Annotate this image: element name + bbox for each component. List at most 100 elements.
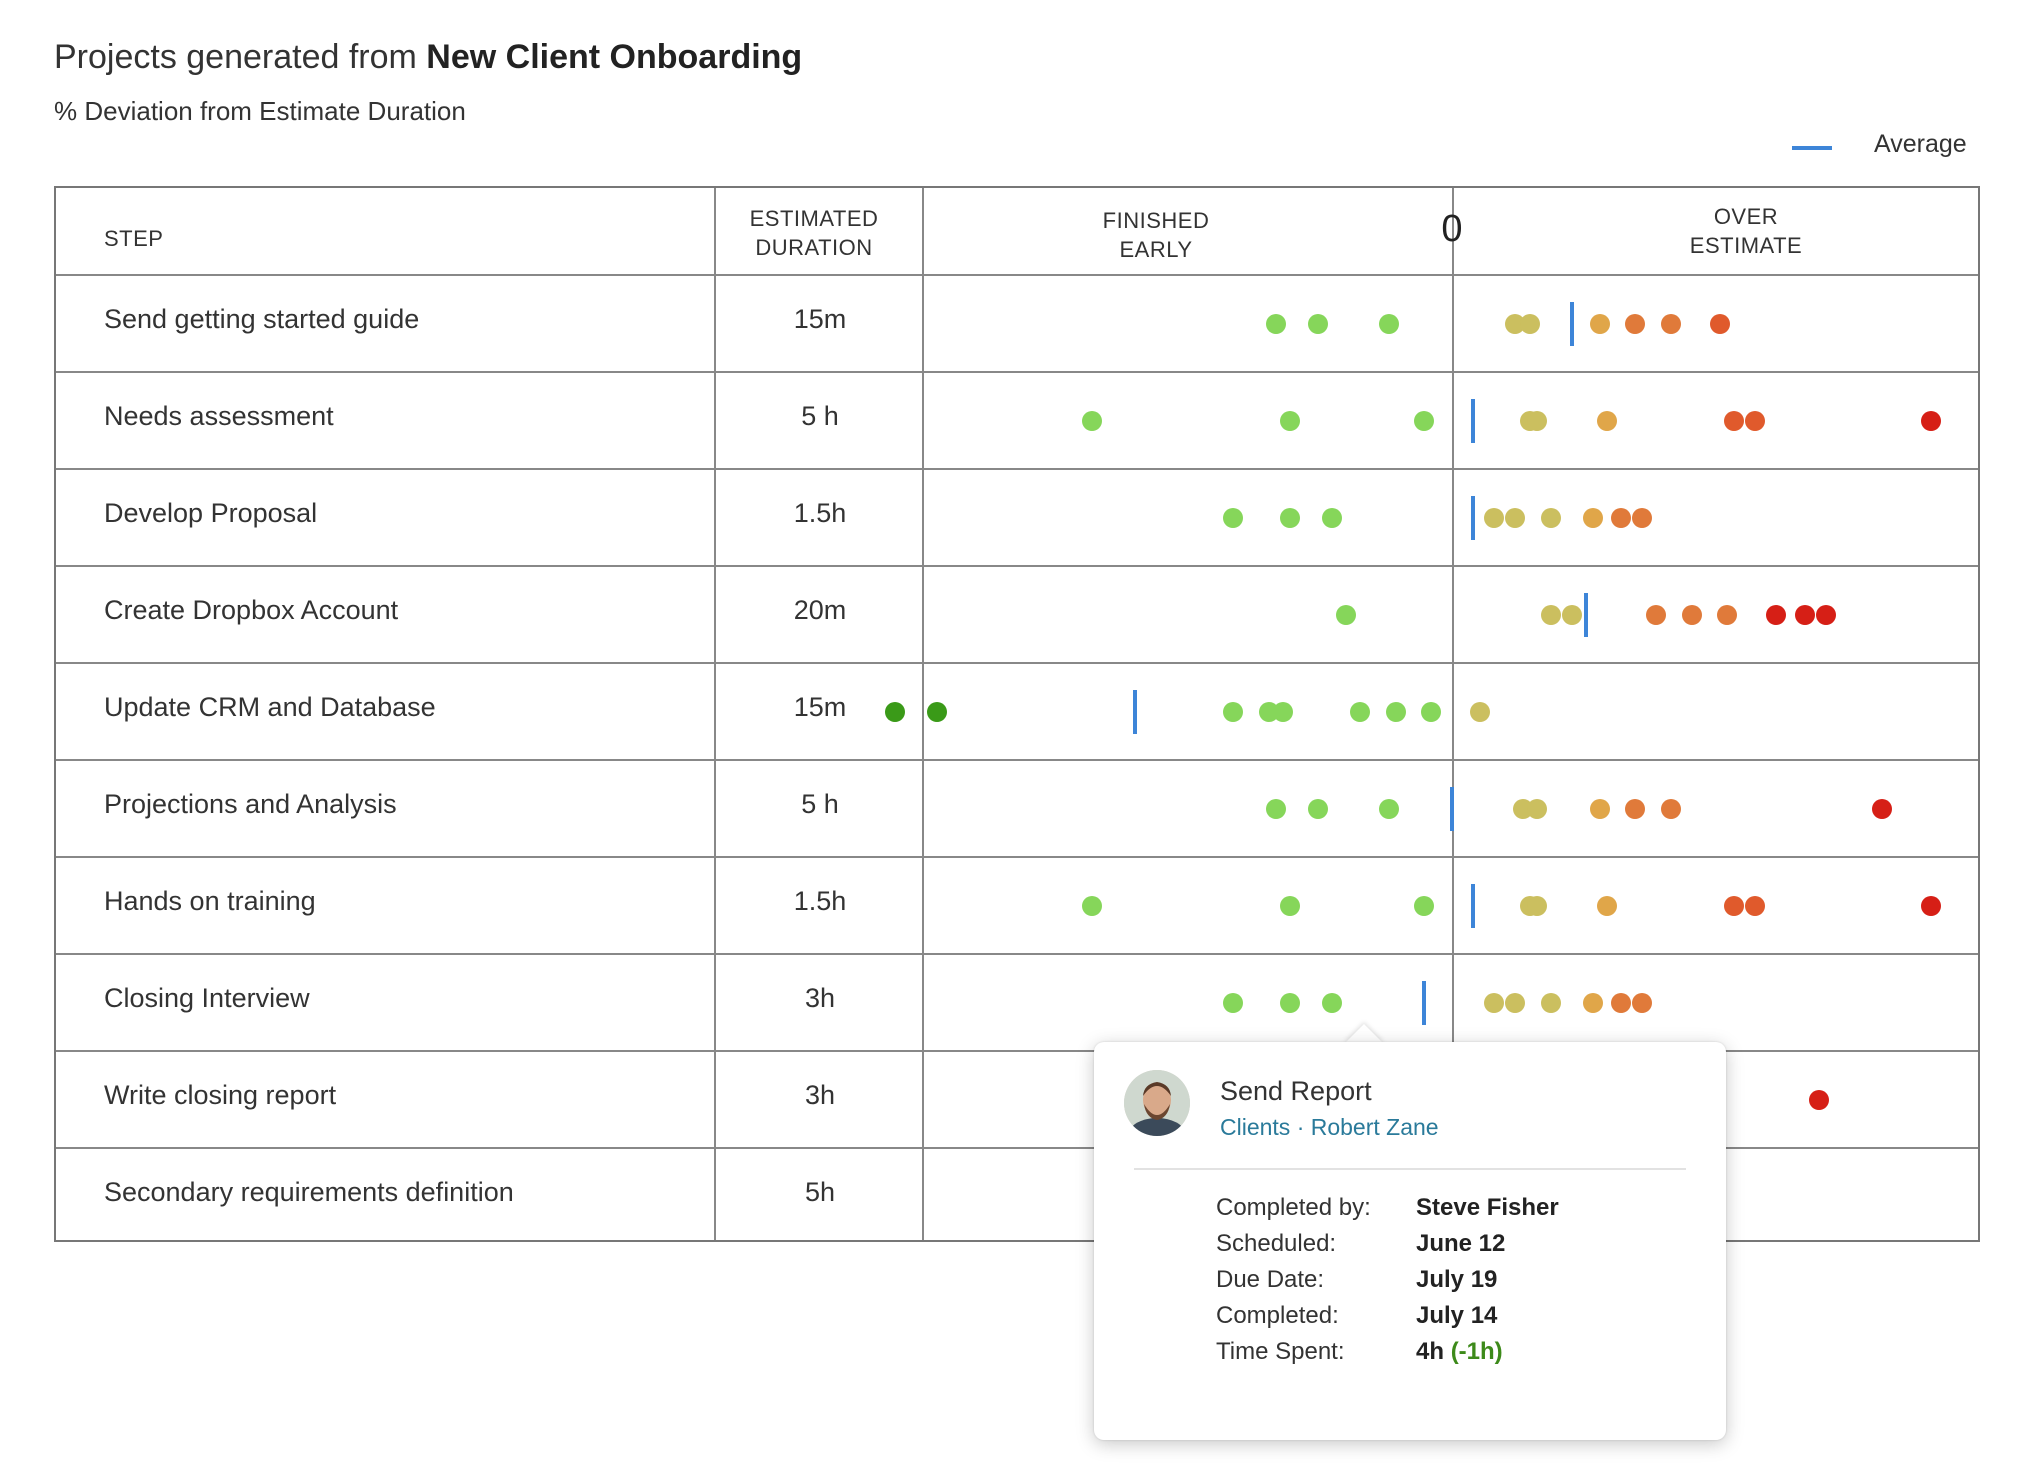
project-dot[interactable]: [1808, 1090, 1829, 1110]
table-row: Projections and Analysis 5 h: [56, 759, 1978, 856]
estimated-duration: 5 h: [801, 401, 839, 431]
project-dot[interactable]: [1350, 702, 1371, 722]
estimated-duration: 5 h: [801, 789, 839, 819]
step-label: Closing Interview: [104, 983, 310, 1013]
project-dot[interactable]: [1413, 896, 1434, 916]
project-dot[interactable]: [1590, 799, 1611, 819]
project-dot[interactable]: [1413, 411, 1434, 431]
project-dot[interactable]: [1597, 411, 1618, 431]
project-dot[interactable]: [1420, 702, 1441, 722]
row-divider: [56, 565, 1978, 567]
estimated-duration: 20m: [793, 595, 847, 625]
project-dot[interactable]: [1308, 314, 1329, 334]
table-row: Send getting started guide 15m: [56, 274, 1978, 371]
project-dot[interactable]: [1611, 993, 1632, 1013]
project-dot[interactable]: [1921, 411, 1942, 431]
project-dot[interactable]: [1625, 799, 1646, 819]
project-dot[interactable]: [1597, 896, 1618, 916]
project-dot[interactable]: [1590, 314, 1611, 334]
project-dot[interactable]: [1526, 896, 1547, 916]
project-dot[interactable]: [1724, 896, 1744, 916]
project-dot[interactable]: [1611, 508, 1632, 528]
estimated-duration: 3h: [804, 1080, 836, 1110]
project-dot[interactable]: [1526, 799, 1547, 819]
tooltip-value: June 12: [1416, 1230, 1506, 1257]
project-dot[interactable]: [1583, 508, 1603, 528]
project-dot[interactable]: [1279, 411, 1300, 431]
project-dot[interactable]: [1082, 411, 1103, 431]
legend: Average: [1792, 130, 1972, 164]
project-dot[interactable]: [1279, 993, 1300, 1013]
header-finished-early: FINISHED EARLY: [1076, 206, 1236, 264]
project-dot[interactable]: [1223, 508, 1244, 528]
project-dot[interactable]: [1378, 799, 1399, 819]
project-dot[interactable]: [1561, 605, 1582, 625]
project-dot[interactable]: [1378, 314, 1399, 334]
project-dot[interactable]: [1470, 702, 1491, 722]
project-dot[interactable]: [1519, 314, 1540, 334]
project-dot[interactable]: [1660, 799, 1681, 819]
tooltip-value: 4h (-1h): [1416, 1338, 1503, 1366]
project-dot[interactable]: [1272, 702, 1293, 722]
table-row: Needs assessment 5 h: [56, 371, 1978, 468]
header-zero: 0: [1441, 208, 1463, 250]
project-dot[interactable]: [1716, 605, 1737, 625]
project-dot[interactable]: [1336, 605, 1357, 625]
project-dot[interactable]: [927, 702, 948, 722]
project-dot[interactable]: [1872, 799, 1893, 819]
project-dot[interactable]: [1921, 896, 1942, 916]
time-spent-value: 4h: [1416, 1338, 1445, 1365]
project-dot[interactable]: [1484, 508, 1505, 528]
step-label: Hands on training: [104, 886, 316, 916]
tooltip-project-link[interactable]: Clients · Robert Zane: [1220, 1114, 1439, 1140]
project-dot[interactable]: [1223, 993, 1244, 1013]
average-marker: [1471, 496, 1476, 540]
project-dot[interactable]: [1632, 508, 1653, 528]
project-dot[interactable]: [1505, 993, 1526, 1013]
project-dot[interactable]: [1223, 702, 1244, 722]
project-dot[interactable]: [1709, 314, 1730, 334]
time-delta: (-1h): [1450, 1338, 1503, 1365]
project-dot[interactable]: [1632, 993, 1653, 1013]
project-dot[interactable]: [1505, 508, 1526, 528]
project-dot[interactable]: [1660, 314, 1681, 334]
tooltip-key: Scheduled:: [1216, 1230, 1337, 1257]
row-divider: [56, 1147, 1978, 1149]
tooltip-value: Steve Fisher: [1416, 1194, 1559, 1221]
project-dot[interactable]: [1540, 993, 1561, 1013]
project-dot[interactable]: [1279, 508, 1300, 528]
project-dot[interactable]: [1322, 993, 1343, 1013]
project-dot[interactable]: [1308, 799, 1329, 819]
chart-subtitle: % Deviation from Estimate Duration: [54, 96, 466, 126]
project-dot[interactable]: [1265, 799, 1286, 819]
project-dot[interactable]: [1265, 314, 1286, 334]
project-dot[interactable]: [1646, 605, 1667, 625]
project-dot[interactable]: [1540, 508, 1561, 528]
step-label: Needs assessment: [104, 401, 334, 431]
average-marker: [1132, 690, 1137, 734]
project-dot[interactable]: [1484, 993, 1505, 1013]
project-dot[interactable]: [1583, 993, 1603, 1013]
project-dot[interactable]: [1681, 605, 1702, 625]
row-divider: [56, 856, 1978, 858]
project-dot[interactable]: [1540, 605, 1561, 625]
project-dot[interactable]: [1794, 605, 1815, 625]
header-divider: [56, 274, 1978, 276]
project-dot[interactable]: [1322, 508, 1343, 528]
step-label: Send getting started guide: [104, 304, 420, 334]
project-dot[interactable]: [1279, 896, 1300, 916]
project-dot[interactable]: [1815, 605, 1836, 625]
project-dot[interactable]: [1766, 605, 1787, 625]
project-dot[interactable]: [1082, 896, 1103, 916]
project-dot[interactable]: [1526, 411, 1547, 431]
step-label: Secondary requirements definition: [104, 1177, 514, 1207]
project-dot[interactable]: [1745, 896, 1766, 916]
project-dot[interactable]: [1625, 314, 1646, 334]
header-estimated-line1: ESTIMATED: [749, 206, 879, 231]
project-dot[interactable]: [885, 702, 906, 722]
project-dot[interactable]: [1385, 702, 1406, 722]
zero-axis-line: [1452, 188, 1454, 1240]
project-dot[interactable]: [1724, 411, 1744, 431]
project-dot[interactable]: [1745, 411, 1766, 431]
header-over-line1: OVER: [1713, 204, 1779, 229]
